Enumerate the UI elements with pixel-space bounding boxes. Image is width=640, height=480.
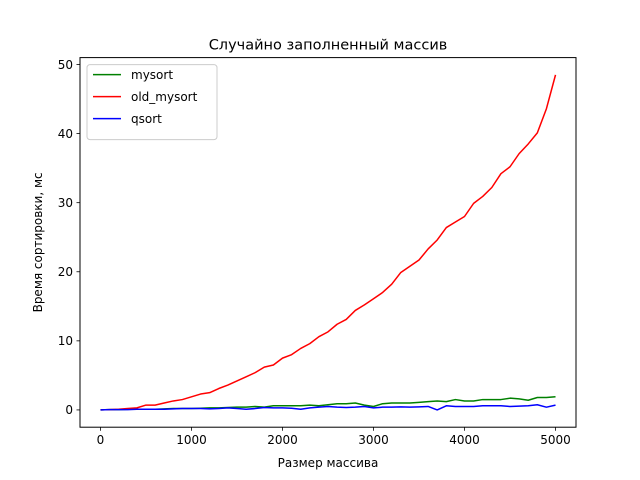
legend-label: qsort [131,112,162,126]
x-tick-label: 2000 [267,433,298,447]
x-tick-label: 0 [97,433,105,447]
legend-label: old_mysort [131,90,198,104]
x-tick-label: 4000 [449,433,480,447]
axes-frame [79,57,577,428]
plot-lines [100,74,557,411]
y-tick-label: 10 [58,334,73,348]
x-tick-label: 3000 [358,433,389,447]
y-tick-label: 50 [58,58,73,72]
series-line-qsort [100,404,556,411]
x-tick-label: 1000 [176,433,207,447]
axes-ticks: 0 1000 2000 3000 4000 5000 0 10 20 30 40 50 [58,58,571,447]
y-tick-label: 20 [58,265,73,279]
y-tick-label: 40 [58,127,73,141]
y-tick-label: 30 [58,196,73,210]
legend-label: mysort [131,68,173,82]
chart-title: Случайно заполненный массив [209,38,448,54]
y-axis-label: Время сортировки, мс [31,172,45,312]
x-tick-label: 5000 [540,433,571,447]
legend-box [86,64,218,141]
y-tick-label: 0 [65,403,73,417]
series-line-old-mysort [100,74,557,411]
x-axis-label: Размер массива [278,456,379,470]
